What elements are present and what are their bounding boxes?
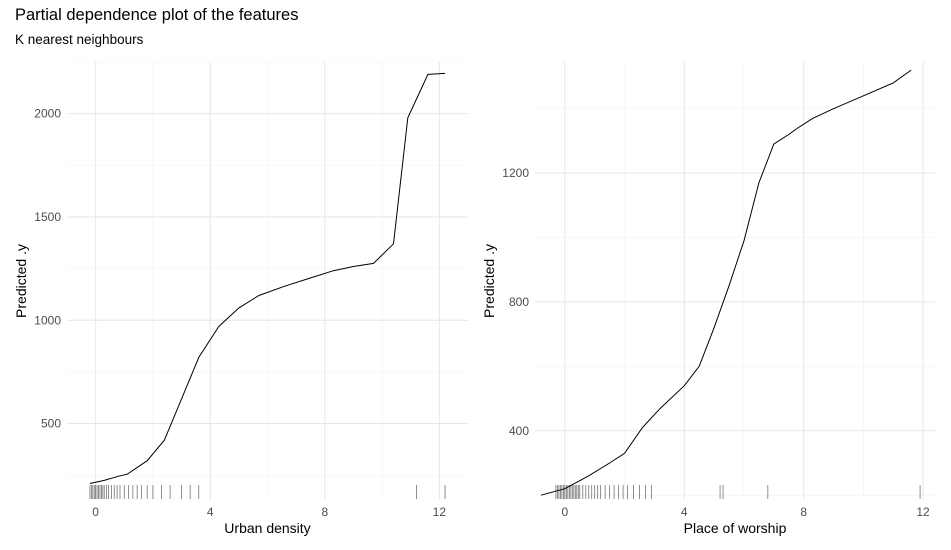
y-tick-label: 1000 bbox=[34, 313, 61, 327]
pdp-line bbox=[89, 72, 446, 484]
y-tick-label: 1200 bbox=[502, 166, 529, 180]
chart-title: Partial dependence plot of the features bbox=[15, 6, 299, 24]
x-tick-label: 8 bbox=[800, 505, 807, 519]
y-tick-label: 800 bbox=[509, 295, 529, 309]
y-tick-label: 2000 bbox=[34, 107, 61, 121]
x-axis-title: Urban density bbox=[224, 520, 310, 536]
panel-place-of-worship: Place of worship Predicted .y 0 4 8 12 400 80… bbox=[481, 62, 935, 536]
y-tick-label: 400 bbox=[509, 424, 529, 438]
rug bbox=[555, 485, 921, 499]
rug bbox=[89, 485, 446, 499]
pdp-line bbox=[540, 69, 912, 496]
x-tick-label: 8 bbox=[321, 505, 328, 519]
x-tick-label: 12 bbox=[433, 505, 447, 519]
x-tick-label: 4 bbox=[681, 505, 688, 519]
chart-subtitle: K nearest neighbours bbox=[15, 32, 144, 47]
panel-urban-density: Urban density Predicted .y 0 4 8 12 500 1000 1… bbox=[13, 61, 468, 536]
x-axis-title: Place of worship bbox=[684, 520, 787, 536]
x-tick-label: 4 bbox=[207, 505, 214, 519]
x-tick-label: 0 bbox=[92, 505, 99, 519]
y-axis-title: Predicted .y bbox=[13, 244, 29, 318]
grid bbox=[535, 62, 935, 500]
y-tick-label: 1500 bbox=[34, 210, 61, 224]
x-tick-label: 12 bbox=[916, 505, 930, 519]
y-axis-title: Predicted .y bbox=[481, 244, 497, 318]
grid bbox=[67, 61, 468, 500]
y-tick-label: 500 bbox=[41, 417, 61, 431]
x-tick-label: 0 bbox=[562, 505, 569, 519]
